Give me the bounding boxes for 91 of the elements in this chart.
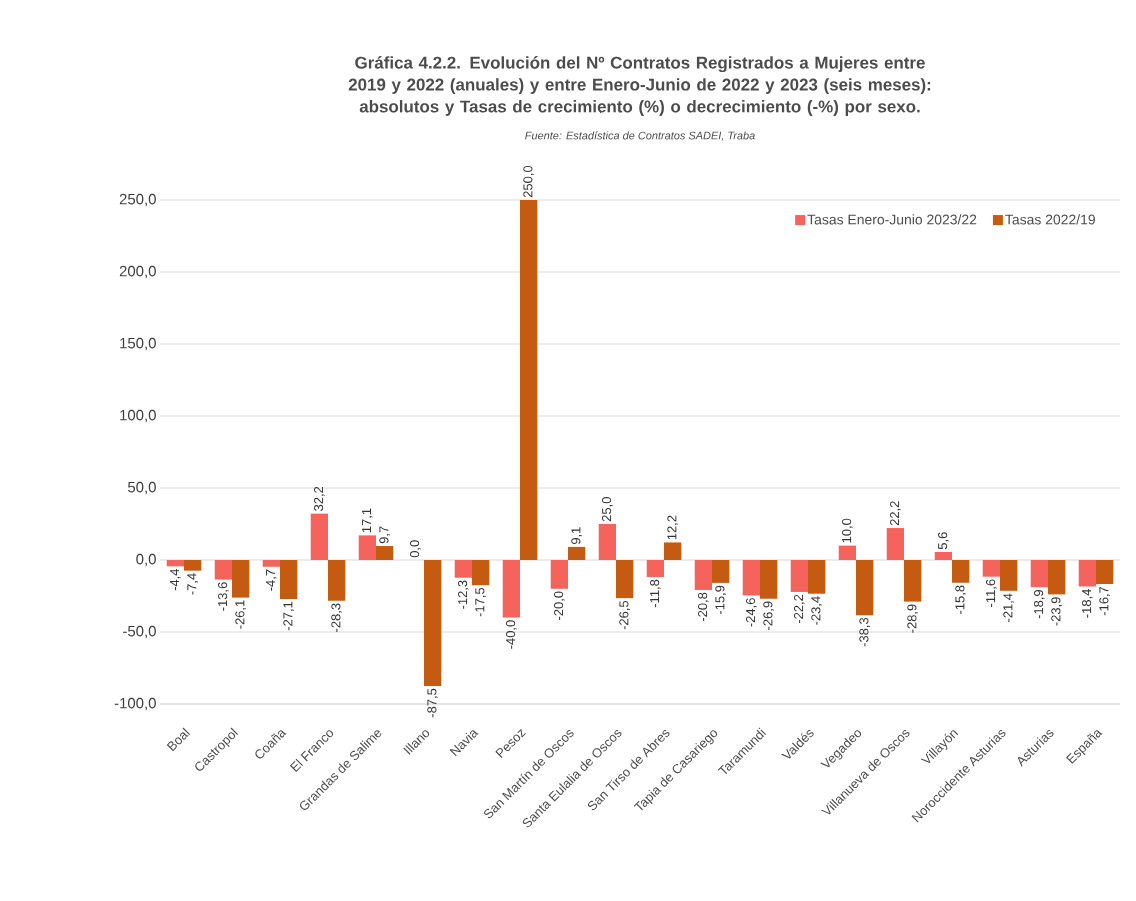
data-label: -21,4 xyxy=(1003,593,1014,622)
bar xyxy=(424,560,442,686)
data-label: 10,0 xyxy=(842,518,853,543)
legend-label: Tasas 2022/19 xyxy=(1005,214,1095,225)
bar xyxy=(550,560,568,589)
y-tick-label: 200,0 xyxy=(119,265,156,279)
bar xyxy=(184,560,202,571)
data-label: -4,7 xyxy=(266,569,277,591)
data-label: -26,9 xyxy=(763,601,774,630)
bar xyxy=(1000,560,1018,591)
data-label: 22,2 xyxy=(890,501,901,526)
data-label: -15,9 xyxy=(715,585,726,615)
data-label: 32,2 xyxy=(314,486,325,511)
chart-subtitle: Fuente: Estadística de Contratos SADEI, Traba xyxy=(525,131,755,141)
y-tick-label: 150,0 xyxy=(120,337,156,351)
data-label: 25,0 xyxy=(602,497,613,522)
data-label: -4,4 xyxy=(170,568,181,591)
bar xyxy=(646,560,665,577)
data-label: -28,3 xyxy=(331,603,342,632)
data-label: -17,5 xyxy=(475,587,486,617)
bar xyxy=(790,560,809,592)
data-label: -16,7 xyxy=(1099,586,1110,616)
bar xyxy=(1078,560,1097,587)
bar xyxy=(886,528,905,560)
data-label: -27,1 xyxy=(283,601,294,631)
bar xyxy=(214,560,232,580)
data-label: -7,4 xyxy=(187,573,198,595)
data-label: -11,8 xyxy=(650,579,661,608)
bar xyxy=(616,560,634,599)
bar xyxy=(856,560,874,616)
data-label: -26,5 xyxy=(619,600,630,630)
y-tick-label: -50,0 xyxy=(123,625,156,639)
data-label: -11,6 xyxy=(986,579,997,607)
data-label: -22,2 xyxy=(794,594,805,624)
bar xyxy=(598,524,617,560)
legend-label: Tasas Enero-Junio 2023/22 xyxy=(807,214,977,225)
data-label: -87,5 xyxy=(427,688,438,718)
data-label: -20,0 xyxy=(554,591,565,620)
data-label: 17,1 xyxy=(362,508,373,533)
data-label: -20,8 xyxy=(698,592,709,622)
bar xyxy=(472,560,490,586)
data-label: -12,3 xyxy=(458,580,469,609)
bar xyxy=(280,560,298,600)
bar xyxy=(454,560,472,578)
bar xyxy=(1096,560,1114,585)
data-label: -13,6 xyxy=(218,582,229,611)
y-tick-label: 50,0 xyxy=(127,481,156,495)
bar xyxy=(502,560,520,618)
bar xyxy=(262,560,280,567)
bar xyxy=(952,560,970,583)
data-label: -28,9 xyxy=(907,604,918,633)
chart-title: Gráfica 4.2.2. Evolución del Nº Contratos Registrados a Mujeres entre 2019 y 2022 (anuales) y entre Enero-Junio de 2022 y 2023 (seis meses): absolutos y Tasas de crecimiento (%) o decrecimiento (-%) por sexo. xyxy=(348,56,931,116)
bar xyxy=(712,560,730,583)
data-label: 9,1 xyxy=(571,527,582,545)
y-tick-label: 250,0 xyxy=(119,193,156,207)
bar xyxy=(904,560,922,602)
bar xyxy=(376,546,394,560)
y-tick-label: 0,0 xyxy=(136,553,156,567)
bar xyxy=(232,560,250,598)
bar xyxy=(328,560,346,601)
data-label: -40,0 xyxy=(506,620,517,649)
bar xyxy=(694,560,713,590)
bar xyxy=(1048,560,1066,595)
y-tick-label: -100,0 xyxy=(114,697,156,711)
data-label: -23,4 xyxy=(811,596,822,625)
data-label: 12,2 xyxy=(667,515,678,540)
data-label: -18,4 xyxy=(1082,589,1093,618)
data-label: 5,6 xyxy=(938,532,949,550)
bar xyxy=(310,513,328,560)
bar xyxy=(568,546,586,560)
data-label: -26,1 xyxy=(235,600,246,629)
data-label: -24,6 xyxy=(746,598,757,627)
data-label: -23,9 xyxy=(1051,597,1062,626)
bar xyxy=(808,560,826,594)
bar xyxy=(166,560,184,567)
bar xyxy=(982,560,1001,577)
bar xyxy=(742,560,761,596)
data-label: 250,0 xyxy=(523,165,534,198)
data-label: 0,0 xyxy=(410,540,421,558)
bar xyxy=(520,200,538,560)
bar xyxy=(1030,560,1049,588)
bar xyxy=(760,560,778,599)
bar xyxy=(358,535,376,560)
data-label: -38,3 xyxy=(859,617,870,647)
y-tick-label: 100,0 xyxy=(120,409,156,423)
data-label: -15,8 xyxy=(955,585,966,614)
bar xyxy=(934,551,953,560)
data-label: 9,7 xyxy=(379,526,390,544)
data-label: -18,9 xyxy=(1034,590,1045,619)
bar xyxy=(838,545,857,560)
bar xyxy=(664,542,682,560)
